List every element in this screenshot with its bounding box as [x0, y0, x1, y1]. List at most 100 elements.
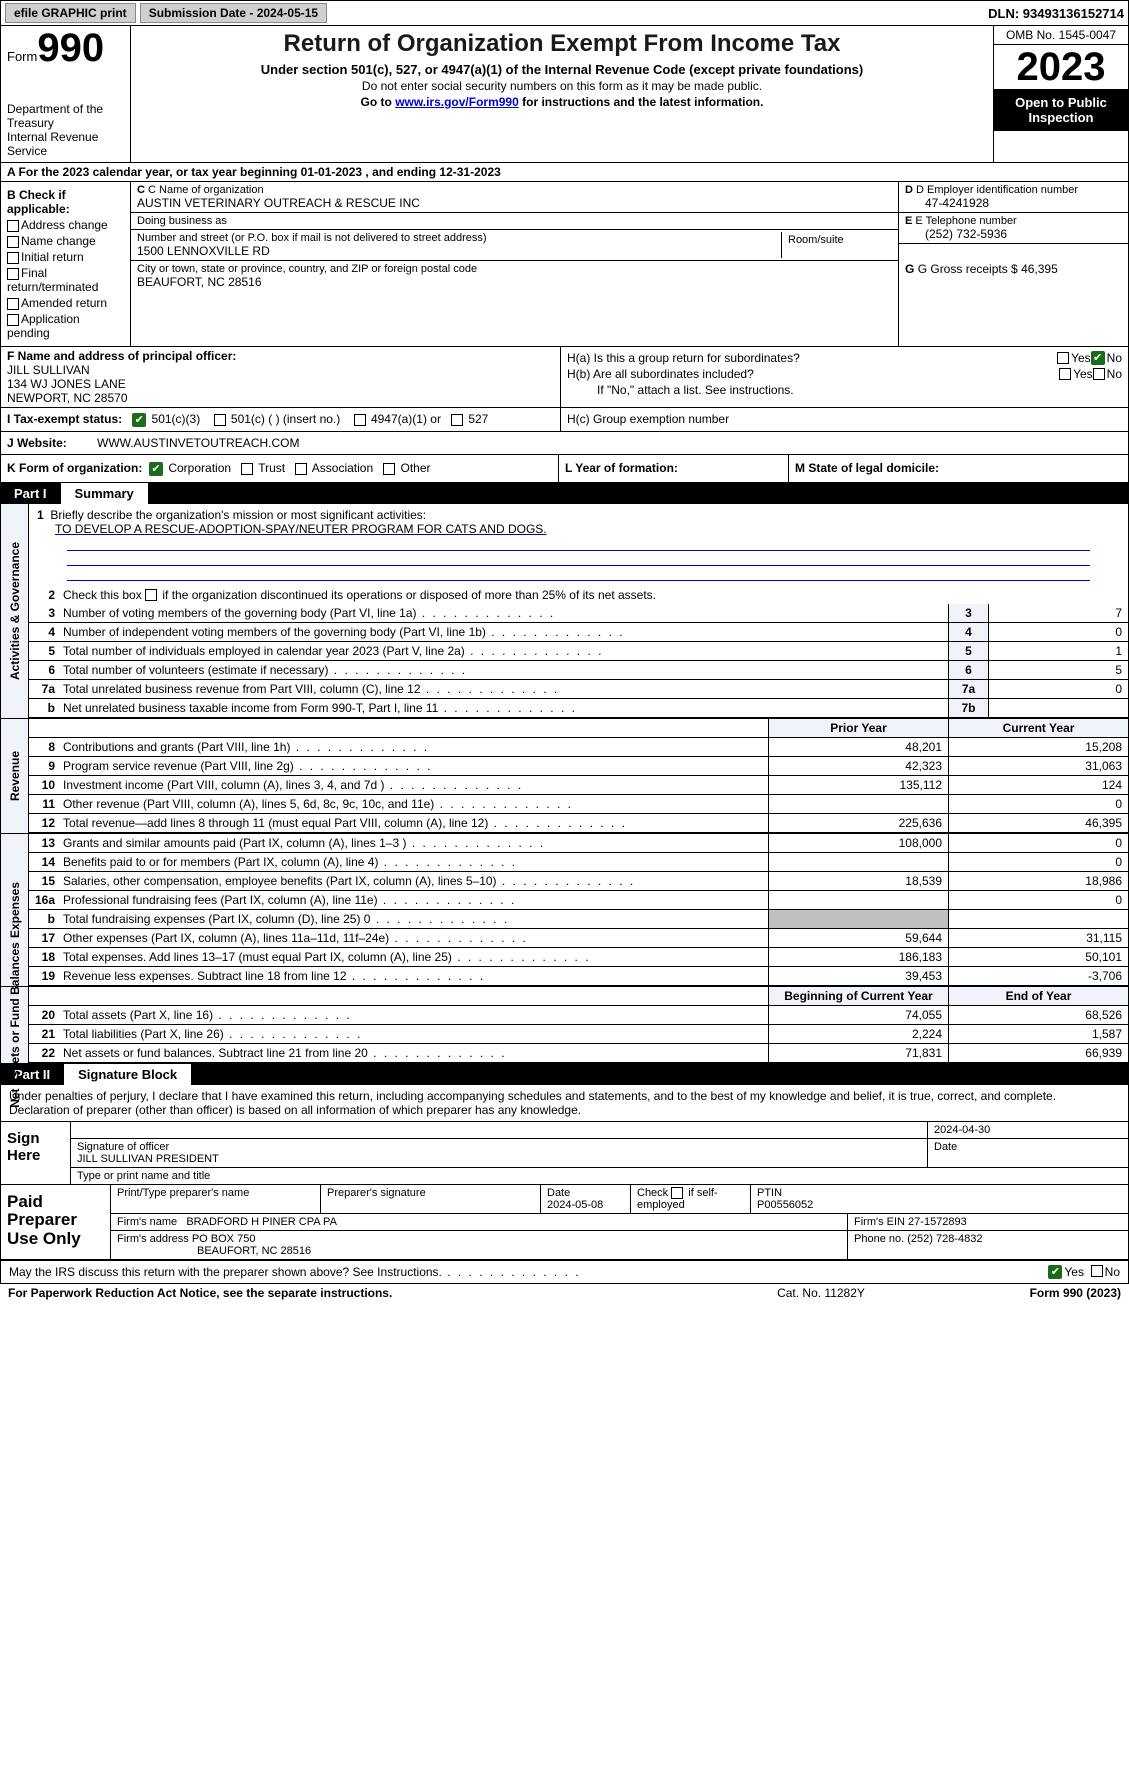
chk-other[interactable] [383, 463, 395, 475]
telephone: (252) 732-5936 [905, 227, 1122, 241]
hb-yes[interactable] [1059, 368, 1071, 380]
chk-discontinued[interactable] [145, 589, 157, 601]
exp-line-b: bTotal fundraising expenses (Part IX, co… [29, 910, 1128, 929]
ptin: P00556052 [757, 1199, 813, 1211]
chk-assoc[interactable] [295, 463, 307, 475]
year-formation: L Year of formation: [559, 455, 789, 482]
na-line-22: 22Net assets or fund balances. Subtract … [29, 1044, 1128, 1063]
ha-yes[interactable] [1057, 352, 1069, 364]
website-value: WWW.AUSTINVETOUTREACH.COM [97, 436, 567, 450]
part2-header: Part II Signature Block [0, 1064, 1129, 1085]
exp-line-19: 19Revenue less expenses. Subtract line 1… [29, 967, 1128, 986]
chk-amended[interactable] [7, 298, 19, 310]
col-deg: D D Employer identification number 47-42… [898, 182, 1128, 346]
section-bcdeg: B Check if applicable: Address change Na… [0, 182, 1129, 347]
part1-num: Part I [0, 483, 61, 504]
vtab-exp: Expenses [8, 882, 22, 938]
firm-addr1: PO BOX 750 [192, 1233, 256, 1245]
sig-date: 2024-04-30 [928, 1122, 1128, 1138]
activities-governance: Activities & Governance 1 Briefly descri… [0, 504, 1129, 719]
discuss-row: May the IRS discuss this return with the… [0, 1261, 1129, 1284]
col-c-org-info: C C Name of organization AUSTIN VETERINA… [131, 182, 898, 346]
chk-app-pending[interactable] [7, 314, 19, 326]
row-a-tax-year: A For the 2023 calendar year, or tax yea… [0, 163, 1129, 182]
sig-intro: Under penalties of perjury, I declare th… [1, 1085, 1128, 1122]
room-suite: Room/suite [782, 232, 892, 258]
ssn-note: Do not enter social security numbers on … [141, 79, 983, 93]
exp-line-17: 17Other expenses (Part IX, column (A), l… [29, 929, 1128, 948]
header-left: Form990 Department of the Treasury Inter… [1, 26, 131, 162]
part2-title: Signature Block [64, 1064, 191, 1085]
rev-line-9: 9Program service revenue (Part VIII, lin… [29, 757, 1128, 776]
rev-line-10: 10Investment income (Part VIII, column (… [29, 776, 1128, 795]
form-title: Return of Organization Exempt From Incom… [141, 30, 983, 58]
form-header: Form990 Department of the Treasury Inter… [0, 26, 1129, 163]
chk-4947[interactable] [354, 414, 366, 426]
hc-exemption: H(c) Group exemption number [561, 408, 1128, 431]
form-990-footer: Form 990 (2023) [921, 1286, 1121, 1300]
col-h: H(a) Is this a group return for subordin… [561, 347, 1128, 407]
ag-line-7b: bNet unrelated business taxable income f… [29, 699, 1128, 718]
irs-label: Internal Revenue Service [7, 130, 124, 158]
omb-number: OMB No. 1545-0047 [994, 26, 1128, 45]
officer-sig-name: JILL SULLIVAN PRESIDENT [77, 1153, 921, 1165]
officer-addr1: 134 WJ JONES LANE [7, 377, 554, 391]
chk-corp[interactable]: ✔ [149, 462, 163, 476]
efile-print-button[interactable]: efile GRAPHIC print [5, 3, 136, 23]
discuss-no[interactable] [1091, 1265, 1103, 1277]
paperwork-notice: For Paperwork Reduction Act Notice, see … [8, 1286, 721, 1300]
part1-title: Summary [61, 483, 148, 504]
col-f-officer: F Name and address of principal officer:… [1, 347, 561, 407]
mission-text: TO DEVELOP A RESCUE-ADOPTION-SPAY/NEUTER… [37, 522, 547, 536]
topbar: efile GRAPHIC print Submission Date - 20… [0, 0, 1129, 26]
chk-self-employed[interactable] [671, 1187, 683, 1199]
form-word: Form [7, 49, 37, 64]
sign-here-label: Sign Here [1, 1122, 71, 1184]
ha-no[interactable]: ✔ [1091, 351, 1105, 365]
state-domicile: M State of legal domicile: [789, 455, 1128, 482]
row-klm: K Form of organization: ✔ Corporation Tr… [0, 455, 1129, 483]
ag-line-7a: 7aTotal unrelated business revenue from … [29, 680, 1128, 699]
chk-527[interactable] [451, 414, 463, 426]
street-address: 1500 LENNOXVILLE RD [137, 244, 781, 258]
chk-trust[interactable] [241, 463, 253, 475]
prep-date: 2024-05-08 [547, 1199, 603, 1211]
irs-link[interactable]: www.irs.gov/Form990 [395, 95, 519, 109]
line1-mission: 1 Briefly describe the organization's mi… [29, 504, 1128, 586]
exp-line-16a: 16aProfessional fundraising fees (Part I… [29, 891, 1128, 910]
chk-address-change[interactable] [7, 220, 19, 232]
ag-line-3: 3Number of voting members of the governi… [29, 604, 1128, 623]
exp-line-14: 14Benefits paid to or for members (Part … [29, 853, 1128, 872]
header-mid: Return of Organization Exempt From Incom… [131, 26, 993, 162]
signature-block: Under penalties of perjury, I declare th… [0, 1085, 1129, 1261]
line2: 2 Check this box if the organization dis… [29, 586, 1128, 604]
exp-line-15: 15Salaries, other compensation, employee… [29, 872, 1128, 891]
chk-final-return[interactable] [7, 268, 19, 280]
org-name: AUSTIN VETERINARY OUTREACH & RESCUE INC [137, 196, 892, 210]
vtab-ag: Activities & Governance [8, 542, 22, 680]
chk-initial-return[interactable] [7, 252, 19, 264]
ag-line-6: 6Total number of volunteers (estimate if… [29, 661, 1128, 680]
city-state-zip: BEAUFORT, NC 28516 [137, 275, 892, 289]
row-j-website: J Website: WWW.AUSTINVETOUTREACH.COM [0, 432, 1129, 455]
dln-label: DLN: 93493136152714 [988, 6, 1124, 21]
paid-preparer-label: Paid Preparer Use Only [1, 1185, 111, 1259]
chk-501c[interactable] [214, 414, 226, 426]
hb-no[interactable] [1093, 368, 1105, 380]
firm-name: BRADFORD H PINER CPA PA [186, 1216, 337, 1228]
chk-501c3[interactable]: ✔ [132, 413, 146, 427]
exp-line-13: 13Grants and similar amounts paid (Part … [29, 834, 1128, 853]
chk-name-change[interactable] [7, 236, 19, 248]
net-assets-section: Net Assets or Fund Balances Beginning of… [0, 987, 1129, 1064]
exp-line-18: 18Total expenses. Add lines 13–17 (must … [29, 948, 1128, 967]
firm-phone: (252) 728-4832 [907, 1233, 982, 1245]
discuss-yes[interactable]: ✔ [1048, 1265, 1062, 1279]
dept-treasury: Department of the Treasury [7, 102, 124, 130]
cat-no: Cat. No. 11282Y [721, 1286, 921, 1300]
row-i-tax-status: I Tax-exempt status: ✔ 501(c)(3) 501(c) … [0, 407, 1129, 432]
open-inspection: Open to Public Inspection [994, 89, 1128, 131]
submission-date-button[interactable]: Submission Date - 2024-05-15 [140, 3, 327, 23]
gross-receipts: 46,395 [1021, 262, 1058, 276]
header-right: OMB No. 1545-0047 2023 Open to Public In… [993, 26, 1128, 162]
expenses-section: Expenses 13Grants and similar amounts pa… [0, 834, 1129, 987]
